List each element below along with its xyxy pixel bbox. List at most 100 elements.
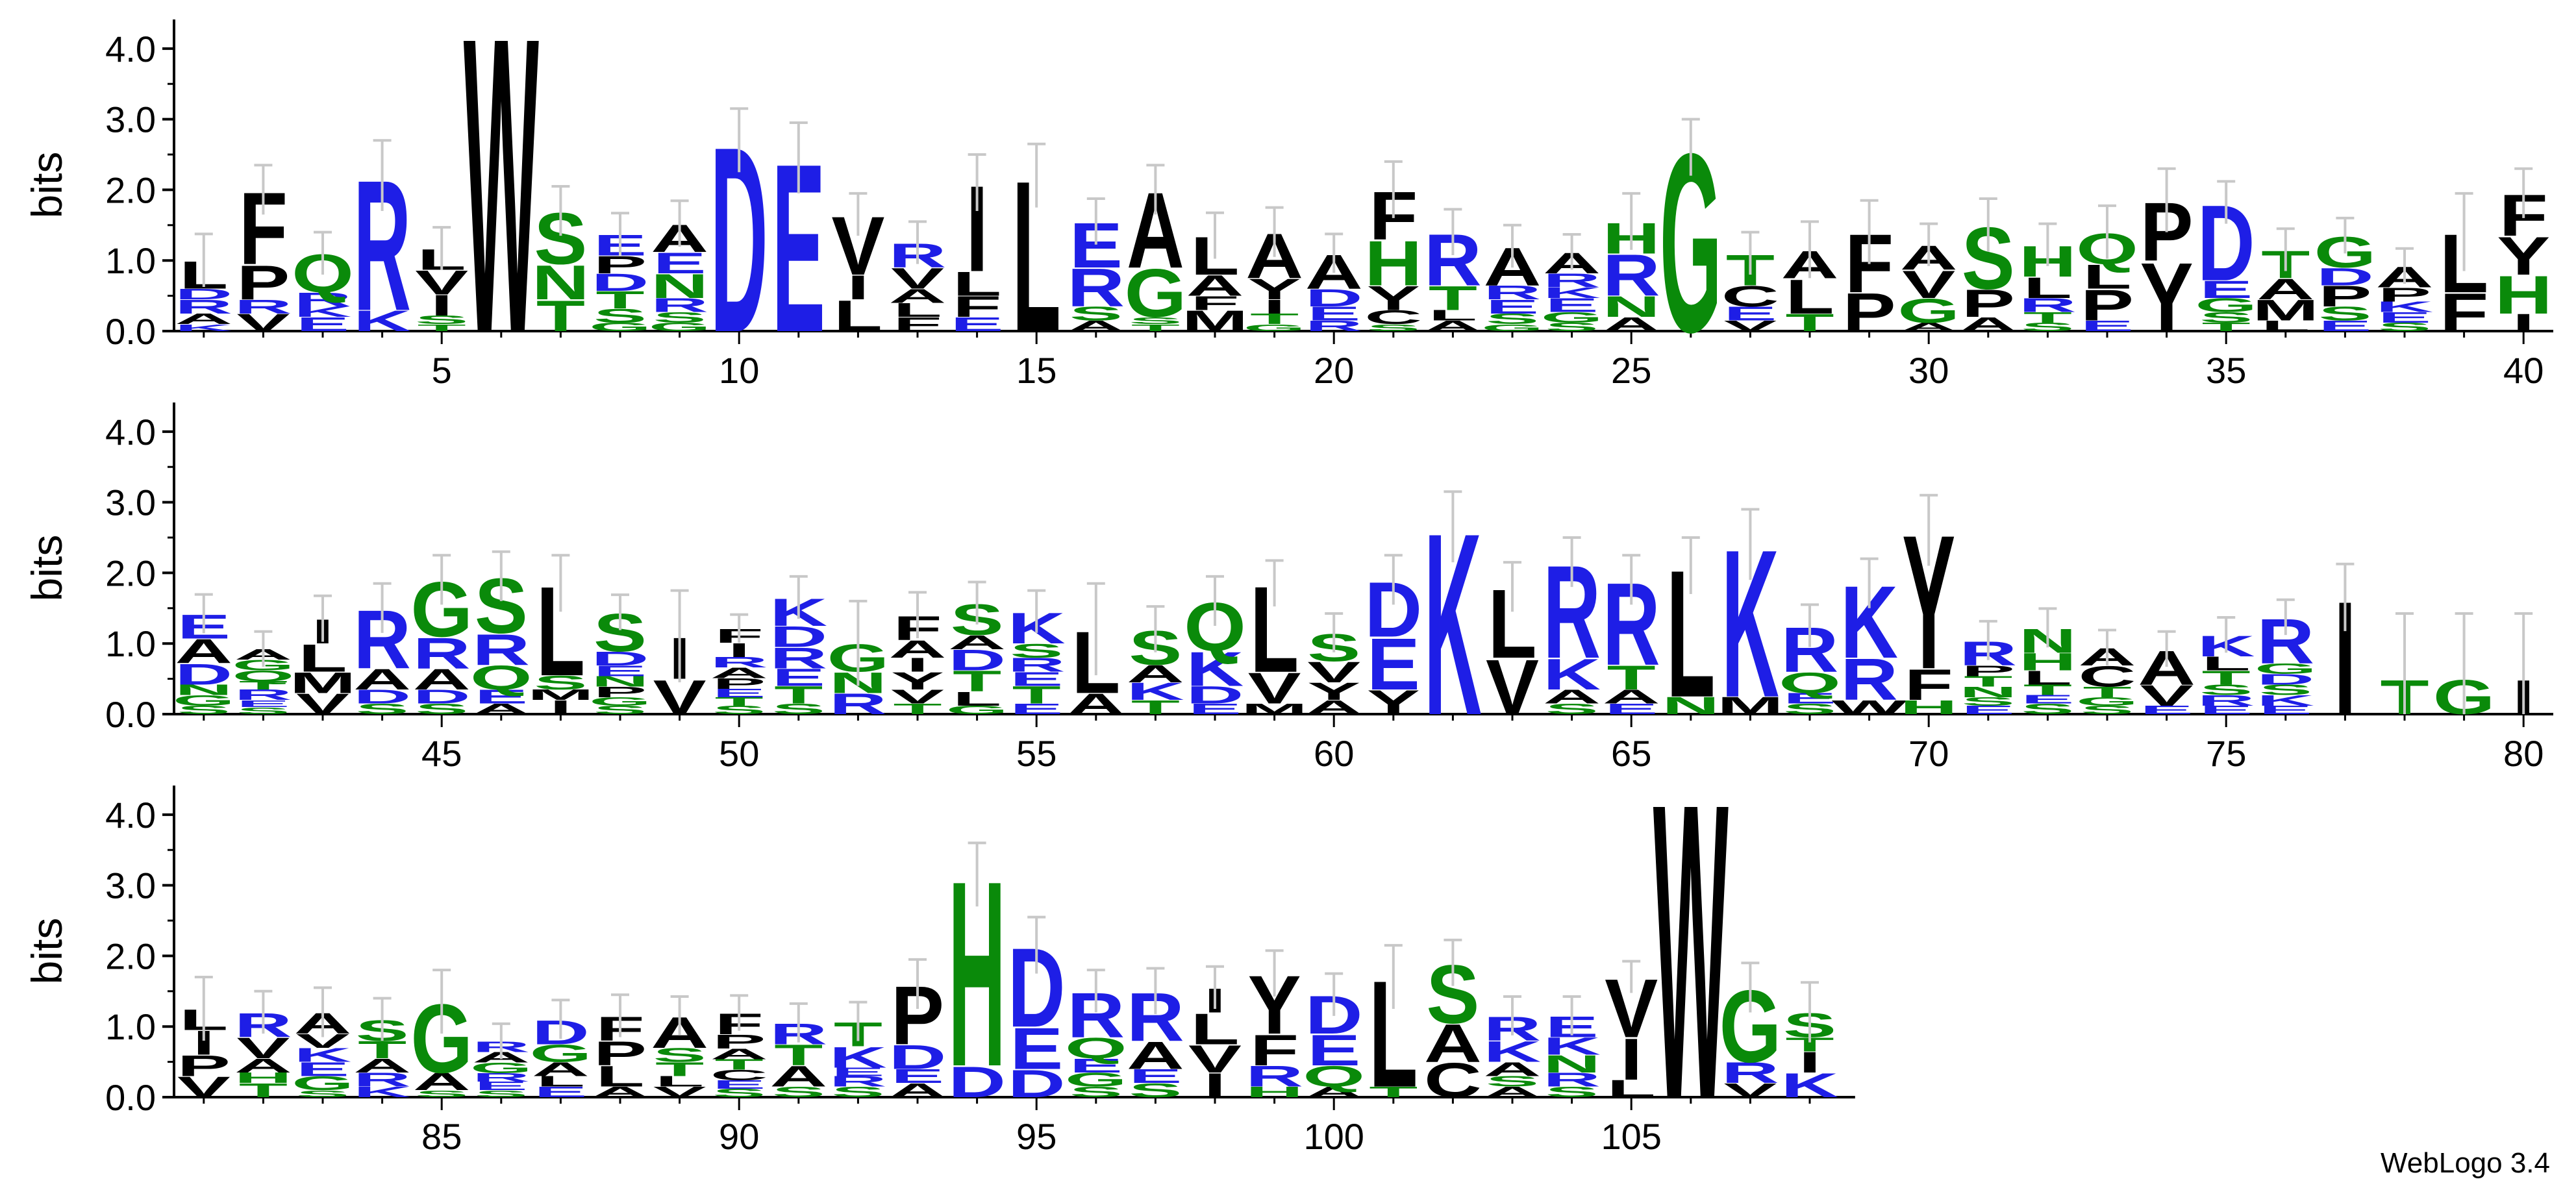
logo-letter-E: E: [1486, 295, 1539, 317]
logo-letter-E: E: [891, 1065, 944, 1087]
logo-letter-I: I: [2512, 309, 2534, 336]
logo-letter-T: T: [715, 695, 764, 708]
logo-letter-E: E: [2378, 309, 2431, 325]
logo-letter-G: G: [470, 1060, 532, 1076]
logo-letter-C: C: [1721, 280, 1779, 313]
logo-letter-N: N: [175, 682, 232, 698]
logo-letter-M: M: [1241, 700, 1307, 717]
logo-letter-Y: Y: [2140, 243, 2194, 353]
y-tick-label: 1.0: [105, 623, 156, 664]
logo-letter-E: E: [236, 698, 290, 709]
logo-letter-L: L: [1429, 307, 1477, 323]
logo-letter-F: F: [1250, 1026, 1299, 1075]
logo-letter-V: V: [1248, 664, 1301, 713]
y-tick-label: 1.0: [105, 1006, 156, 1047]
logo-letter-I: I: [1620, 1026, 1642, 1093]
logo-letter-E: E: [1188, 700, 1242, 717]
logo-letter-L: L: [893, 299, 942, 321]
logo-letter-S: S: [1486, 311, 1539, 327]
logo-letter-Y: Y: [891, 667, 944, 695]
logo-letter-Y: Y: [2497, 226, 2550, 286]
logo-letter-E: E: [2318, 317, 2371, 334]
logo-letter-R: R: [1543, 1069, 1601, 1091]
x-tick-label: 5: [432, 350, 452, 391]
logo-letter-L: L: [2023, 271, 2072, 304]
logo-position-67: MK: [1717, 506, 1783, 741]
logo-letter-A: A: [175, 632, 232, 671]
logo-letter-Y: Y: [1367, 683, 1420, 721]
logo-letter-D: D: [2316, 264, 2374, 291]
logo-letter-S: S: [2081, 703, 2134, 716]
logo-letter-V: V: [1486, 643, 1539, 731]
logo-letter-N: N: [532, 255, 590, 310]
logo-letter-T: T: [1369, 1084, 1418, 1100]
logo-letter-N: N: [1543, 1050, 1601, 1078]
logo-letter-A: A: [710, 1046, 768, 1062]
logo-letter-S: S: [1367, 322, 1420, 333]
logo-letter-L: L: [1607, 1075, 1656, 1102]
logo-position-39: FL: [2440, 192, 2488, 343]
logo-letter-P: P: [2378, 284, 2431, 306]
y-tick-label: 4.0: [105, 412, 156, 452]
logo-position-77: I: [2334, 562, 2356, 749]
logo-letter-T: T: [1131, 697, 1180, 719]
logo-letter-V: V: [1723, 317, 1777, 334]
x-tick-label: 40: [2503, 350, 2544, 391]
logo-position-80: I: [2512, 612, 2534, 725]
logo-letter-S: S: [1783, 700, 1836, 717]
logo-letter-S: S: [2199, 309, 2253, 325]
logo-letter-R: R: [1543, 269, 1601, 291]
logo-letter-D: D: [353, 686, 411, 708]
logo-letter-I: I: [907, 654, 929, 676]
logo-letter-A: A: [175, 311, 232, 327]
logo-letter-T: T: [655, 1058, 704, 1080]
logo-letter-G: G: [1481, 322, 1544, 333]
logo-letter-C: C: [2079, 660, 2136, 693]
logo-letter-K: K: [2376, 299, 2434, 315]
logo-letter-A: A: [353, 663, 411, 696]
logo-position-6: W: [464, 0, 540, 421]
logo-letter-K: K: [1127, 678, 1184, 706]
logo-position-11: E: [772, 114, 825, 382]
logo-letter-S: S: [1069, 1084, 1123, 1100]
logo-letter-V: V: [1307, 656, 1360, 689]
logo-position-31: APS: [1959, 197, 2017, 335]
logo-letter-L: L: [2261, 317, 2310, 334]
logo-letter-N: N: [1959, 684, 2017, 700]
y-tick-label: 0.0: [105, 311, 156, 352]
logo-letter-V: V: [236, 309, 290, 336]
logo-position-66: NL: [1662, 532, 1719, 735]
logo-letter-D: D: [948, 1058, 1006, 1107]
logo-letter-A: A: [472, 700, 530, 717]
logo-letter-A: A: [1067, 688, 1125, 721]
logo-letter-L: L: [2023, 667, 2072, 689]
logo-letter-P: P: [1843, 283, 1896, 343]
logo-letter-Y: Y: [1248, 273, 1301, 306]
logo-letter-L: L: [1190, 1004, 1239, 1054]
logo-letter-R: R: [472, 1071, 530, 1084]
logo-position-69: WRK: [1832, 557, 1907, 718]
logo-letter-L: L: [1785, 269, 1834, 324]
logo-letter-A: A: [413, 663, 471, 696]
logo-letter-E: E: [475, 1080, 528, 1093]
